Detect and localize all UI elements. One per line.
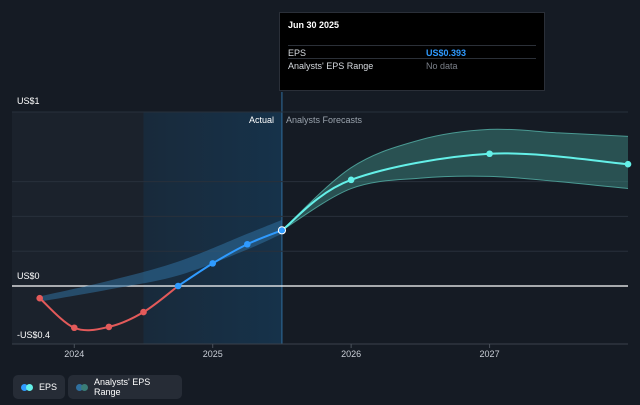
x-tick-label-2024: 2024 <box>64 349 84 359</box>
tooltip-eps-value: US$0.393 <box>426 48 467 58</box>
tooltip-row-range: Analysts' EPS Range No data <box>288 58 536 72</box>
eps-point <box>209 260 217 267</box>
eps-point <box>244 240 251 248</box>
forecast-range-upper-edge <box>281 128 629 231</box>
eps-point <box>105 323 113 331</box>
eps-point <box>140 308 147 316</box>
highlight-region <box>143 112 282 344</box>
eps-point-current <box>277 226 287 235</box>
past-range-band <box>39 219 282 302</box>
legend-eps-label: EPS <box>39 382 58 392</box>
legend-range-button[interactable]: Analysts' EPS Range <box>68 375 182 399</box>
actual-label: Actual <box>249 115 274 125</box>
x-tick-label-2026: 2026 <box>341 349 361 359</box>
eps-line-segment-2 <box>281 152 629 232</box>
y-label-bottom: -US$0.4 <box>17 330 50 340</box>
legend-range-label: Analysts' EPS Range <box>94 377 151 397</box>
tooltip-range-label: Analysts' EPS Range <box>288 61 374 71</box>
x-tick-label-2025: 2025 <box>203 349 223 359</box>
eps-point <box>70 324 78 332</box>
range-legend-icon <box>76 383 88 391</box>
forecast-range-band <box>281 129 628 231</box>
forecast-range-lower-edge <box>281 175 629 231</box>
eps-point <box>36 294 43 302</box>
tooltip-row-eps: EPS US$0.393 <box>288 45 536 59</box>
eps-point <box>486 150 493 158</box>
forecast-label: Analysts Forecasts <box>286 115 363 125</box>
eps-point <box>347 176 355 184</box>
eps-point <box>174 282 182 290</box>
tooltip-eps-label: EPS <box>288 48 307 58</box>
tooltip-date: Jun 30 2025 <box>288 20 340 30</box>
y-label-top: US$1 <box>17 96 40 106</box>
y-label-zero: US$0 <box>17 271 40 281</box>
eps-line-segment-1 <box>177 229 283 287</box>
legend-eps-button[interactable]: EPS <box>13 375 65 399</box>
hover-tooltip: Jun 30 2025 EPS US$0.393 Analysts' EPS R… <box>279 12 545 91</box>
eps-point <box>624 160 632 168</box>
x-tick-label-2027: 2027 <box>480 349 500 359</box>
tooltip-range-value: No data <box>426 61 458 71</box>
eps-legend-icon <box>21 383 33 391</box>
